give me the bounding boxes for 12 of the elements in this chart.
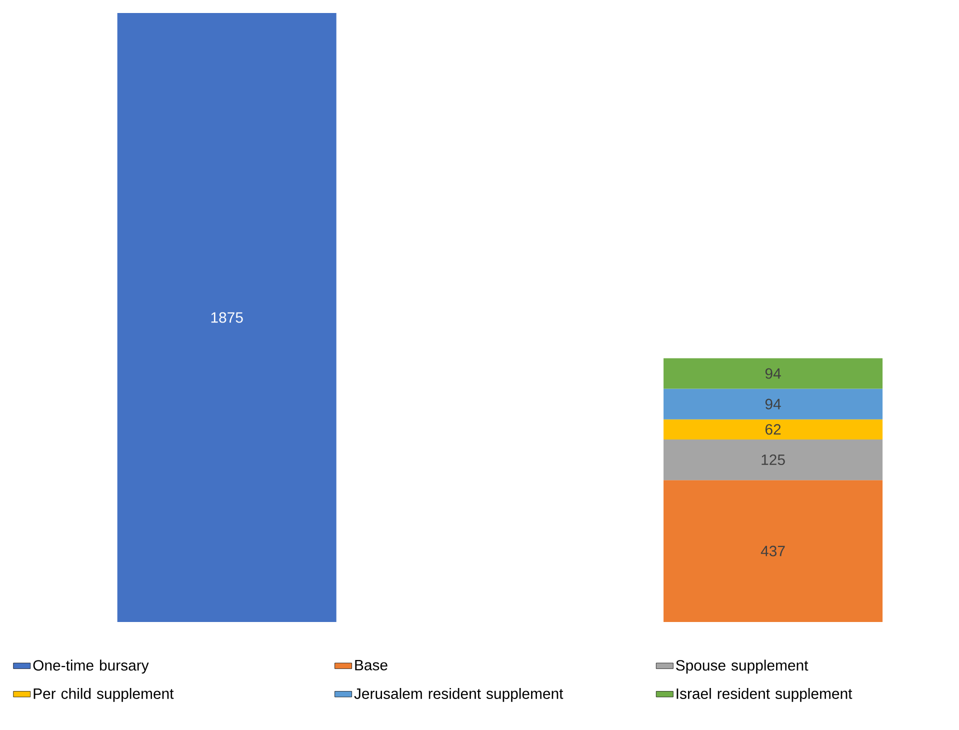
data-label: 1875 <box>211 312 243 323</box>
data-label: 94 <box>765 368 781 379</box>
data-label: 94 <box>765 398 781 410</box>
legend-label: Jerusalem resident supplement <box>354 688 564 702</box>
data-label: 437 <box>760 546 785 556</box>
data-label: 62 <box>766 424 781 435</box>
legend-label: Per child supplement <box>34 688 174 702</box>
legend-label: Base <box>355 660 388 670</box>
data-label: 125 <box>762 454 785 466</box>
legend-label: Israel resident supplement <box>676 688 852 702</box>
legend-label: One-time bursary <box>33 660 149 674</box>
legend-label: Spouse supplement <box>676 660 808 674</box>
